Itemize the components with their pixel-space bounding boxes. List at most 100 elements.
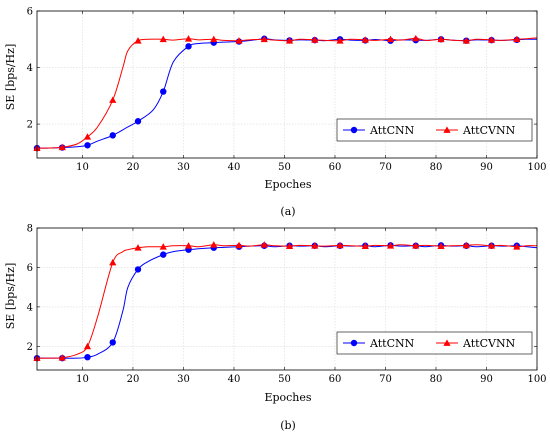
chart-1-series-1-point-33 (437, 242, 445, 250)
chart-0-series-0-point-6 (109, 132, 116, 139)
chart-0-series-1-line (36, 37, 538, 149)
chart-0-ytick-label-1: 4 (27, 63, 33, 74)
chart-0-legend-box (336, 118, 533, 142)
chart-1-series-1-point-13 (184, 242, 193, 249)
chart-1-xtick-label-0: 10 (76, 374, 89, 385)
chart-0-ytick-label-0: 2 (27, 120, 33, 131)
chart-0-series-1-point-17 (235, 37, 243, 44)
chart-0-series-1-point-37 (487, 36, 496, 43)
chart-0-series-1-point-35 (462, 37, 470, 44)
chart-1-series-1-point-25 (336, 241, 344, 249)
chart-0-series-1-point-19 (260, 35, 268, 43)
chart-1-series-1-point-37 (487, 242, 496, 249)
chart-1-series-1-point-17 (235, 241, 243, 249)
chart-0-series-1-point-15 (210, 35, 218, 43)
chart-1-series-0-point-6 (109, 339, 116, 346)
chart-1-ytick-label-2: 6 (27, 263, 33, 274)
chart-1-legend-marker-1 (443, 339, 451, 346)
chart-1-series-1-point-39 (513, 243, 521, 250)
chart-0-ytick-label-2: 6 (27, 7, 33, 18)
chart-0-xtick-label-1: 20 (127, 162, 140, 173)
chart-0-series-1-point-4 (83, 133, 92, 140)
chart-1-series-1-point-31 (412, 242, 420, 249)
chart-0-xtick-label-9: 100 (527, 162, 546, 173)
chart-0-series-1-point-21 (285, 37, 294, 44)
chart-0-series-1-point-25 (336, 37, 344, 44)
chart-0-xtick-label-7: 80 (430, 162, 443, 173)
chart-0-series-1 (33, 34, 538, 151)
chart-1-series-0-point-11 (160, 251, 167, 258)
chart-1-xtick-label-2: 30 (177, 374, 190, 385)
chart-1-series-1 (33, 241, 538, 362)
chart-0-frame (36, 10, 538, 159)
chart-1-ytick-label-3: 8 (27, 224, 33, 235)
chart-1-series-1-point-15 (210, 241, 218, 248)
chart-1-series-1-point-11 (159, 243, 167, 250)
chart-0-series-0-point-10 (160, 88, 167, 95)
chart-0-xtick-label-4: 50 (278, 162, 291, 173)
chart-0-legend: AttCNN AttCVNN (336, 118, 533, 142)
chart-0-legend-label-1: AttCVNN (462, 124, 516, 137)
chart-a: SE [bps/Hz] Epoches (a) 10 20 30 40 50 60 70 80… (4, 7, 547, 219)
chart-0-series-1-point-23 (311, 36, 319, 43)
chart-1-ytick-label-1: 4 (27, 302, 33, 313)
chart-0-xtick-label-6: 70 (379, 162, 392, 173)
chart-0-series-1-point-29 (386, 35, 395, 43)
chart-0-xtick-label-3: 40 (228, 162, 241, 173)
chart-0-xtick-label-0: 10 (76, 162, 89, 173)
chart-1-series-1-point-9 (134, 244, 142, 251)
chart-b-ylabel: SE [bps/Hz] (4, 263, 17, 329)
chart-1-xtick-label-1: 20 (127, 374, 140, 385)
chart-1-xtick-label-7: 80 (430, 374, 443, 385)
chart-1-series-1-point-2 (58, 354, 66, 361)
chart-1-series-0-point-4 (84, 353, 91, 361)
chart-b-caption: (b) (280, 419, 296, 432)
chart-1-legend-marker-0 (350, 339, 358, 347)
chart-0-xtick-label-8: 90 (480, 162, 493, 173)
chart-1-frame (36, 227, 538, 371)
chart-0-series-1-point-39 (513, 35, 521, 43)
chart-0-legend-marker-0 (350, 126, 358, 134)
chart-1-xtick-label-3: 40 (228, 374, 241, 385)
chart-1-ytick-label-0: 2 (27, 342, 33, 353)
chart-0-series-1-point-27 (361, 36, 369, 43)
chart-1-series-1-point-4 (83, 342, 92, 350)
chart-1-xtick-label-8: 90 (480, 374, 493, 385)
chart-1-series-1-line (36, 244, 538, 359)
chart-0-series-1-point-2 (58, 143, 66, 151)
chart-1-xtick-label-9: 100 (527, 374, 546, 385)
chart-1-legend-box (336, 331, 533, 355)
chart-0-legend-label-0: AttCNN (369, 124, 415, 137)
chart-1-legend-label-1: AttCVNN (462, 337, 516, 350)
chart-a-caption: (a) (280, 205, 295, 218)
chart-0-series-0-point-12 (185, 43, 192, 50)
chart-1-series-1-point-21 (285, 242, 294, 250)
chart-1-series-1-point-27 (361, 242, 369, 250)
chart-0-series-0-point-8 (134, 118, 142, 125)
chart-a-ylabel: SE [bps/Hz] (4, 44, 17, 110)
chart-0-legend-marker-1 (443, 126, 451, 133)
chart-1-series-0-point-9 (134, 266, 142, 273)
chart-1-series-1-point-23 (311, 242, 319, 249)
chart-1-series-1-point-6 (109, 258, 117, 266)
chart-b-xlabel: Epoches (264, 391, 311, 404)
chart-0-series-1-point-6 (109, 96, 117, 103)
chart-0-series-1-point-9 (134, 37, 142, 44)
chart-1-xtick-label-5: 60 (329, 374, 342, 385)
chart-1-xtick-label-6: 70 (379, 374, 392, 385)
chart-1-series-1-point-29 (386, 242, 395, 249)
chart-0-series-0-point-4 (84, 142, 91, 149)
chart-0-series-1-point-33 (437, 35, 445, 43)
chart-0-series-1-point-13 (184, 35, 193, 42)
chart-1-series-1-point-19 (260, 241, 268, 248)
chart-0-series-1-point-31 (412, 34, 420, 42)
chart-0-xtick-label-5: 60 (329, 162, 342, 173)
chart-a-xlabel: Epoches (264, 178, 311, 191)
chart-1-legend: AttCNN AttCVNN (336, 331, 533, 355)
chart-b: SE [bps/Hz] Epoches (b) 10 20 30 40 50 60 70 80… (4, 224, 547, 433)
chart-0-xtick-label-2: 30 (177, 162, 190, 173)
chart-1-series-1-point-35 (462, 241, 470, 249)
chart-1-legend-label-0: AttCNN (369, 337, 415, 350)
chart-0-series-1-point-11 (159, 35, 167, 43)
